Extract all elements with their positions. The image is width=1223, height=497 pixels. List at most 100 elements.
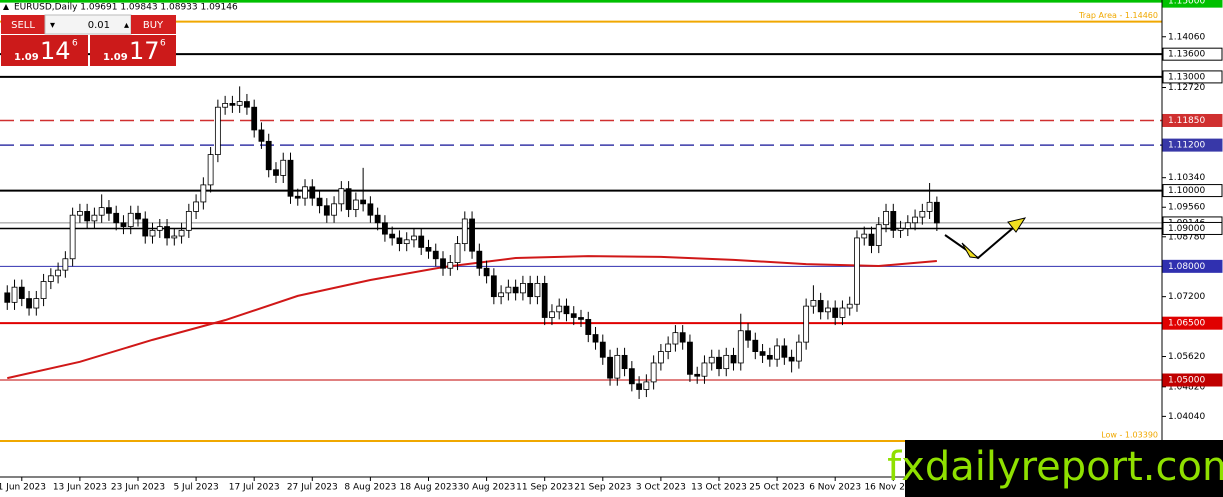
candle-body xyxy=(11,286,18,303)
candle-body xyxy=(817,300,824,313)
watermark-box xyxy=(905,440,1223,497)
sell-button[interactable] xyxy=(1,15,45,34)
candle-body xyxy=(570,313,577,318)
candle-body xyxy=(135,212,141,220)
candle-body xyxy=(781,345,788,358)
buy-price-box[interactable] xyxy=(90,35,176,66)
candle-body xyxy=(505,286,512,294)
candle-body xyxy=(592,334,599,343)
candle-body xyxy=(316,197,323,207)
candle-body xyxy=(403,239,410,245)
candle-body xyxy=(396,237,403,245)
level-label: 1.05000 xyxy=(1168,376,1205,386)
candle-body xyxy=(832,307,839,318)
candle-body xyxy=(418,235,425,248)
level-label-box xyxy=(1162,184,1223,198)
header-icon xyxy=(3,4,9,10)
candle-body xyxy=(687,341,693,375)
sell-pips: 14 xyxy=(40,37,71,65)
candle-body xyxy=(904,222,911,229)
candle-body xyxy=(338,188,345,205)
candle-body xyxy=(120,222,127,227)
candle-body xyxy=(679,332,686,343)
x-tick-label: 25 Oct 2023 xyxy=(749,483,805,493)
candle-body xyxy=(62,258,69,271)
lot-down[interactable]: ▾ xyxy=(50,20,55,31)
candle-body xyxy=(549,311,555,318)
candle-body xyxy=(106,207,112,214)
candle-body xyxy=(759,351,766,356)
candle-body xyxy=(672,332,679,345)
lot-up[interactable]: ▴ xyxy=(124,20,129,31)
candle-body xyxy=(382,222,388,235)
candle-body xyxy=(244,101,250,108)
buy-label[interactable]: BUY xyxy=(143,20,164,31)
x-tick-label: 27 Jul 2023 xyxy=(287,483,338,493)
candle-body xyxy=(76,211,83,216)
level-label-box xyxy=(1162,259,1223,273)
candle-body xyxy=(723,354,730,370)
candle-body xyxy=(788,356,795,362)
level-annotation: Low - 1.03390 xyxy=(1101,431,1158,440)
x-tick-label: 16 Nov 2023 xyxy=(864,483,922,493)
y-tick-label: 1.10340 xyxy=(1168,173,1205,183)
candle-body xyxy=(766,354,773,360)
candle-body xyxy=(694,373,701,377)
level-label: 1.15000 xyxy=(1168,0,1205,7)
level-label-box xyxy=(1162,70,1223,84)
candle-body xyxy=(432,250,439,260)
candle-body xyxy=(214,106,221,155)
candle-body xyxy=(331,203,337,216)
candle-body xyxy=(854,237,860,305)
candle-body xyxy=(897,228,904,231)
candle-body xyxy=(273,169,279,176)
level-label: 1.13600 xyxy=(1168,50,1205,60)
level-label: 1.06500 xyxy=(1168,319,1205,329)
level-label-box xyxy=(1162,113,1223,127)
candle-body xyxy=(127,212,134,227)
candle-body xyxy=(839,307,846,318)
candle-body xyxy=(440,258,446,269)
candle-body xyxy=(69,214,76,260)
candle-body xyxy=(534,282,541,298)
y-tick-label: 1.14060 xyxy=(1168,32,1205,42)
candle-body xyxy=(454,243,461,263)
candle-body xyxy=(628,368,635,385)
candle-body xyxy=(490,275,497,298)
y-tick-label: 1.08780 xyxy=(1168,232,1205,242)
x-tick-label: 8 Aug 2023 xyxy=(344,483,396,493)
candle-body xyxy=(708,356,715,364)
x-tick-label: 13 Jun 2023 xyxy=(53,483,107,493)
candle-body xyxy=(803,305,810,343)
arrow-head xyxy=(1007,217,1027,233)
level-label: 1.08000 xyxy=(1168,262,1205,272)
sell-label[interactable]: SELL xyxy=(11,20,35,31)
candle-body xyxy=(861,233,868,239)
x-tick-label: 5 Jul 2023 xyxy=(173,483,218,493)
candle-body xyxy=(621,354,628,370)
candle-body xyxy=(18,286,25,299)
candle-body xyxy=(374,214,381,224)
level-label-box xyxy=(1162,221,1223,235)
level-label: 1.11200 xyxy=(1168,141,1205,151)
candle-body xyxy=(171,235,178,239)
buy-button[interactable] xyxy=(131,15,176,34)
candle-body xyxy=(33,298,40,309)
candle-body xyxy=(200,184,207,203)
x-tick-label: 3 Oct 2023 xyxy=(636,483,686,493)
candle-body xyxy=(207,154,214,186)
sell-price-box[interactable] xyxy=(1,35,88,66)
x-tick-label: 1 Jun 2023 xyxy=(0,483,46,493)
x-tick-label: 11 Sep 2023 xyxy=(516,483,573,493)
candle-body xyxy=(520,282,526,294)
x-tick-label: 21 Sep 2023 xyxy=(574,483,631,493)
candle-body xyxy=(795,341,802,362)
candle-body xyxy=(98,207,105,216)
candle-body xyxy=(294,195,301,199)
candle-body xyxy=(657,351,664,364)
y-tick-label: 1.04040 xyxy=(1168,412,1205,422)
arrow-head xyxy=(961,242,980,259)
candle-body xyxy=(498,292,505,298)
